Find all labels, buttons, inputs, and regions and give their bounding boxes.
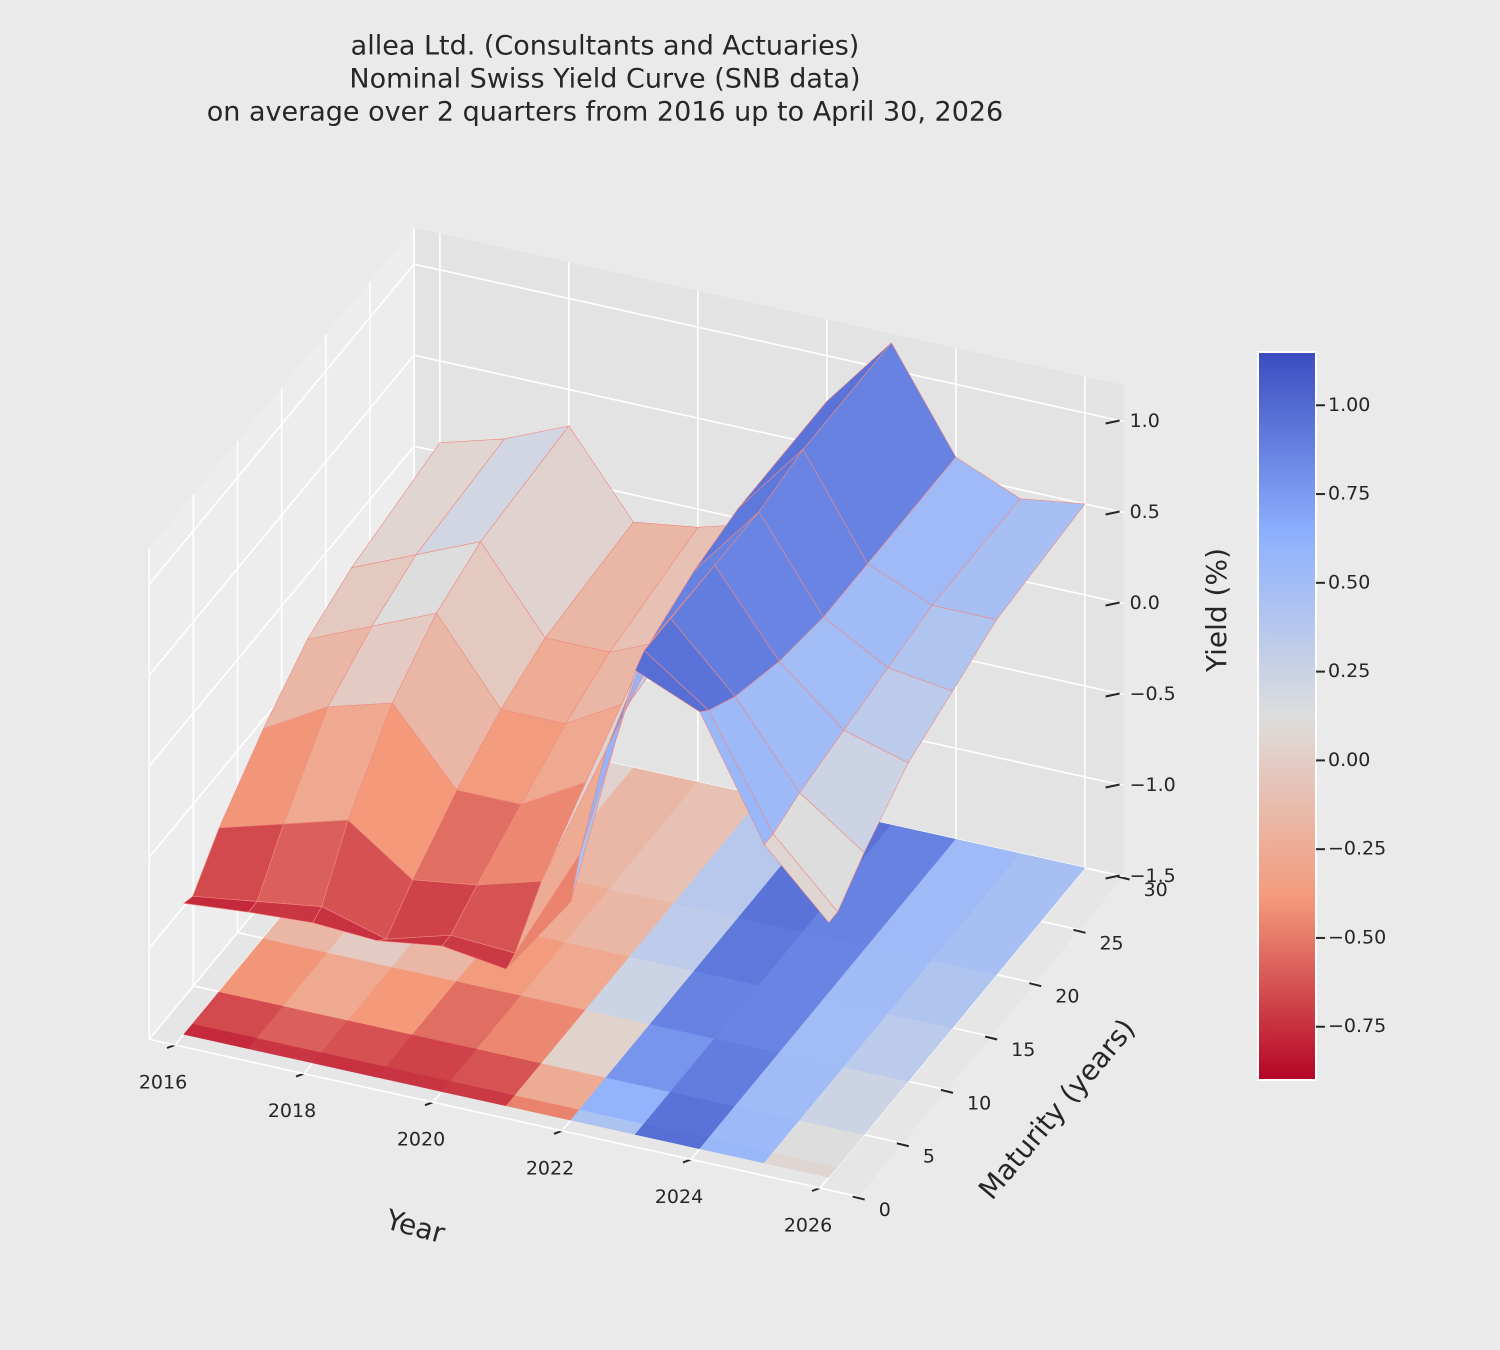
colorbar-tick-label: 0.25 bbox=[1328, 660, 1370, 682]
x-tick-label: 2016 bbox=[139, 1072, 187, 1094]
y-tick-label: 0 bbox=[879, 1199, 891, 1221]
y-tick bbox=[1029, 982, 1042, 988]
floor-contour bbox=[931, 853, 1086, 975]
y-tick-label: 10 bbox=[967, 1092, 991, 1114]
z-tick-label: −0.5 bbox=[1130, 683, 1176, 705]
grid-line bbox=[148, 354, 415, 676]
surface-cell bbox=[763, 833, 839, 924]
grid-line bbox=[413, 354, 1124, 514]
z-axis-label: Yield (%) bbox=[1200, 548, 1233, 673]
colorbar-tick-label: −0.25 bbox=[1328, 838, 1386, 860]
grid-line bbox=[413, 263, 1124, 423]
z-tick-label: −1.0 bbox=[1130, 774, 1176, 796]
x-tick-label: 2018 bbox=[268, 1100, 316, 1122]
colorbar-gradient bbox=[1257, 351, 1317, 1081]
plot-area: 2016 2018 2020 2022 2024 2026 0 5 10 15 20 25 30−1.5… bbox=[139, 227, 1176, 1237]
x-tick-label: 2020 bbox=[397, 1129, 445, 1151]
y-tick bbox=[940, 1088, 954, 1094]
colorbar-tick-label: 0.75 bbox=[1328, 483, 1370, 505]
grid-line bbox=[148, 445, 415, 767]
colorbar: −0.75 −0.50 −0.25 0.00 0.25 0.50 0.75 1.00 bbox=[1257, 351, 1386, 1081]
z-tick bbox=[1105, 601, 1120, 607]
colorbar-tick-label: 0.50 bbox=[1328, 571, 1370, 593]
x-tick-label: 2024 bbox=[655, 1186, 703, 1208]
z-tick bbox=[1105, 874, 1120, 880]
chart-title: on average over 2 quarters from 2016 up … bbox=[207, 97, 1004, 128]
grid-line bbox=[148, 263, 415, 585]
z-tick-label: −1.5 bbox=[1130, 865, 1176, 887]
colorbar-tick-label: 1.00 bbox=[1328, 394, 1370, 416]
y-tick bbox=[896, 1142, 910, 1148]
y-tick bbox=[1073, 928, 1086, 934]
y-tick-label: 15 bbox=[1011, 1039, 1035, 1061]
y-tick bbox=[984, 1035, 998, 1041]
y-tick bbox=[852, 1195, 865, 1201]
y-tick-label: 25 bbox=[1099, 932, 1123, 954]
y-tick bbox=[1117, 875, 1130, 881]
colorbar-tick-label: 0.00 bbox=[1328, 749, 1370, 771]
z-tick bbox=[1105, 783, 1120, 789]
chart-title: Nominal Swiss Yield Curve (SNB data) bbox=[349, 64, 860, 95]
y-tick-label: 20 bbox=[1055, 986, 1079, 1008]
grid-line bbox=[149, 1038, 859, 1198]
colorbar-tick-label: −0.75 bbox=[1328, 1015, 1386, 1037]
z-tick-label: 1.0 bbox=[1130, 410, 1160, 432]
z-tick-label: 0.0 bbox=[1130, 592, 1160, 614]
z-tick-label: 0.5 bbox=[1130, 501, 1160, 523]
z-tick bbox=[1105, 510, 1120, 516]
z-tick bbox=[1105, 692, 1120, 698]
y-tick-label: 5 bbox=[923, 1146, 935, 1168]
x-tick-label: 2026 bbox=[784, 1215, 832, 1237]
x-tick-label: 2022 bbox=[526, 1157, 574, 1179]
z-tick bbox=[1105, 419, 1120, 425]
y-tick-label: 30 bbox=[1144, 879, 1168, 901]
chart-title: allea Ltd. (Consultants and Actuaries) bbox=[351, 31, 860, 62]
colorbar-tick-label: −0.50 bbox=[1328, 926, 1386, 948]
